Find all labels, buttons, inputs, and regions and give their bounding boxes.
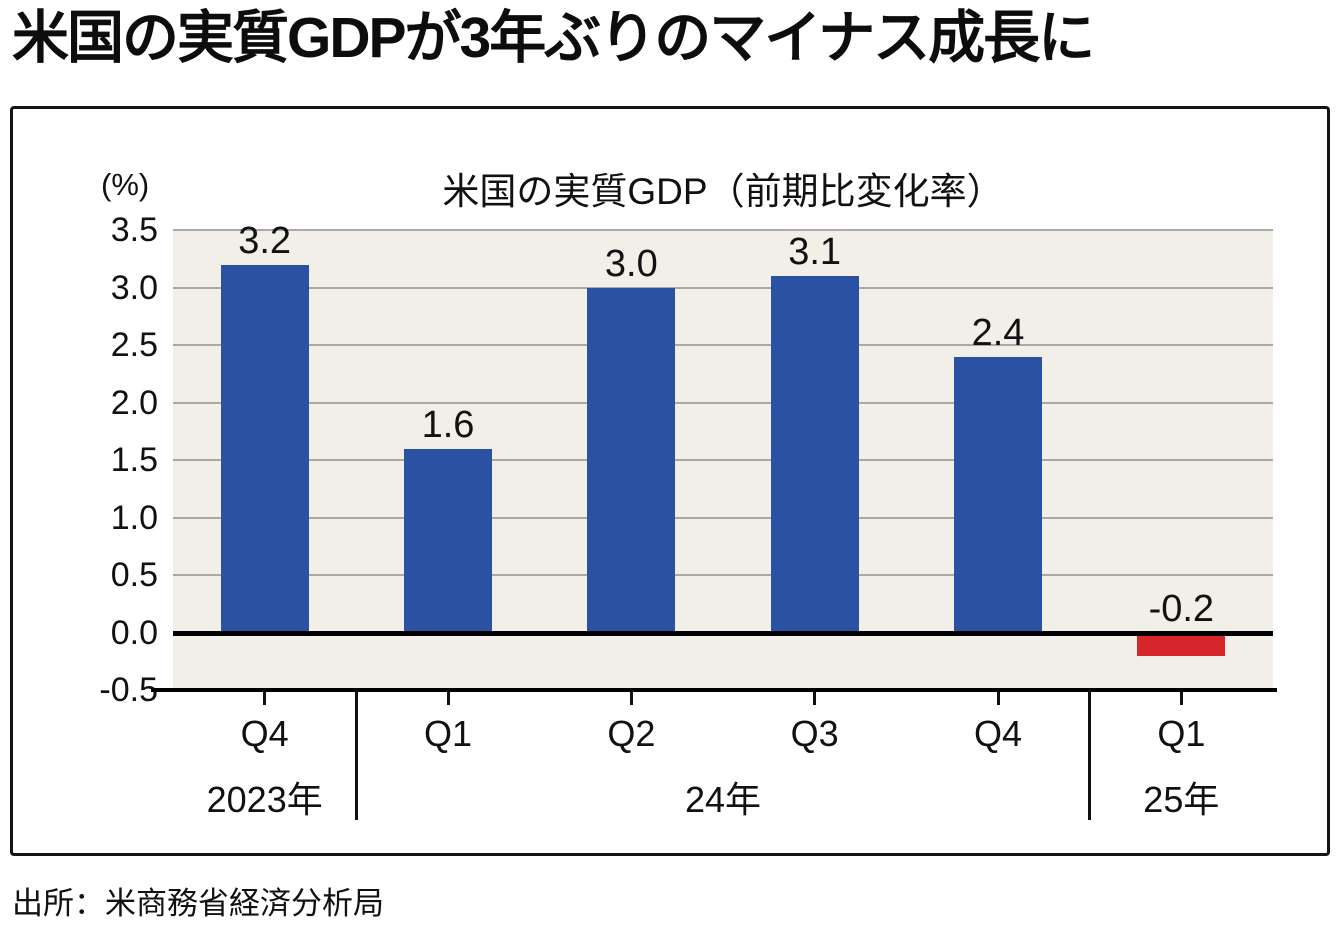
source-note: 出所：米商務省経済分析局 <box>12 886 384 921</box>
x-tick-label: Q2 <box>607 713 656 754</box>
grid-line <box>173 286 1273 289</box>
bar-value-label: 2.4 <box>971 311 1025 354</box>
bar-value-label: -0.2 <box>1148 587 1215 630</box>
bar <box>770 276 859 633</box>
y-axis-labels: 3.5 3.0 2.5 2.0 1.5 1.0 0.5 0.0 -0.5 <box>53 211 158 709</box>
bar-value-label: 3.2 <box>238 219 292 262</box>
x-tick <box>813 692 817 705</box>
chart-panel: (%) 米国の実質GDP（前期比変化率） 3.5 3.0 2.5 2.0 1.5 1.0 0… <box>10 106 1330 856</box>
y-tick-label: 0.0 <box>110 613 158 652</box>
year-group-label: 24年 <box>684 779 762 820</box>
grid-line <box>173 574 1273 576</box>
bar <box>220 264 309 633</box>
bar <box>404 448 492 633</box>
y-tick-label: 1.0 <box>110 498 158 537</box>
zero-line <box>173 630 1273 636</box>
bar-value-label: 3.0 <box>604 242 658 285</box>
headline: 米国の実質GDPが3年ぶりのマイナス成長に <box>12 6 1095 70</box>
x-tick <box>996 692 1000 705</box>
x-tick-label: Q4 <box>240 713 289 754</box>
chart-title: 米国の実質GDP（前期比変化率） <box>442 171 1004 212</box>
x-tick-label: Q1 <box>423 713 473 754</box>
grid-line <box>173 516 1273 519</box>
year-group-label: 2023年 <box>206 779 323 820</box>
y-tick-label: 3.5 <box>110 211 158 249</box>
bar <box>587 287 676 633</box>
group-separator <box>354 690 358 820</box>
bar-value-label: 3.1 <box>788 231 842 273</box>
y-tick-label: 0.5 <box>110 556 158 594</box>
y-axis-unit-label: (%) <box>101 167 150 202</box>
bar <box>1137 632 1226 656</box>
plot-area: 3.2 1.6 3.0 3.1 2.4 -0.2 <box>173 220 1273 690</box>
grid-line <box>173 459 1273 461</box>
x-tick-label: Q3 <box>790 713 839 754</box>
x-tick <box>446 692 450 705</box>
y-tick-label: 3.0 <box>110 268 158 307</box>
x-tick-label: Q4 <box>973 713 1023 754</box>
x-tick <box>629 692 633 705</box>
x-tick <box>1179 692 1183 705</box>
y-tick-label: 1.5 <box>110 441 158 479</box>
year-group-label: 25年 <box>1143 779 1220 820</box>
grid-line <box>173 401 1273 404</box>
y-tick-label: 2.5 <box>110 326 158 364</box>
x-axis-line <box>151 688 1277 692</box>
x-tick-label: Q1 <box>1157 713 1206 754</box>
grid-line <box>173 344 1273 346</box>
x-axis: Q4 Q1 Q2 Q3 Q4 Q1 2023年 24年 25年 <box>151 688 1277 835</box>
grid-line <box>173 229 1273 231</box>
y-tick-label: -0.5 <box>99 671 158 709</box>
bar <box>954 356 1042 633</box>
y-tick-label: 2.0 <box>110 383 158 422</box>
group-separator <box>1088 690 1092 820</box>
x-tick <box>263 692 267 705</box>
bar-value-label: 1.6 <box>421 403 475 446</box>
